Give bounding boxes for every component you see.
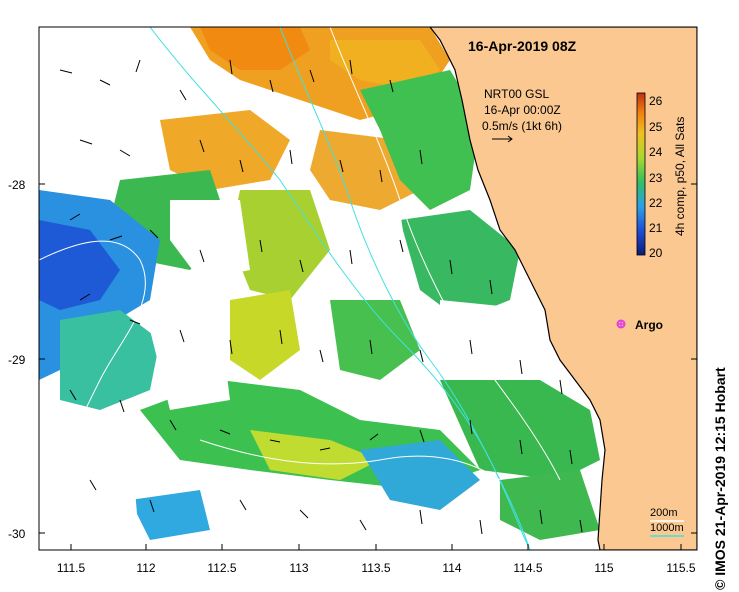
y-tick-label: -29 bbox=[8, 353, 26, 367]
colorbar-tick: 21 bbox=[649, 221, 663, 235]
colorbar-tick: 20 bbox=[649, 246, 663, 260]
y-tick-label: -28 bbox=[8, 178, 26, 192]
x-tick-label: 112.5 bbox=[207, 561, 236, 575]
isobath-legend-deep: 1000m bbox=[650, 522, 684, 534]
land bbox=[429, 27, 697, 550]
x-tick-label: 114 bbox=[442, 561, 461, 575]
x-tick-label: 113.5 bbox=[361, 561, 390, 575]
x-tick-label: 115 bbox=[594, 561, 613, 575]
colorbar-label: 4h comp, p50, All Sats bbox=[673, 117, 687, 236]
legend-scale: 0.5m/s (1kt 6h) bbox=[482, 119, 562, 133]
y-tick-label: -30 bbox=[8, 527, 26, 541]
y-axis: -28 -29 -30 bbox=[8, 178, 697, 541]
x-tick-label: 112 bbox=[136, 561, 155, 575]
colorbar-tick: 26 bbox=[649, 94, 663, 108]
colorbar-tick: 23 bbox=[649, 171, 663, 185]
colorbar-ticks: 26 25 24 23 22 21 20 bbox=[649, 94, 663, 260]
colorbar bbox=[636, 92, 646, 256]
isobath-legend-shallow: 200m bbox=[650, 507, 678, 519]
isobaths bbox=[39, 27, 561, 550]
argo-marker bbox=[616, 319, 626, 329]
legend-date: 16-Apr 00:00Z bbox=[484, 103, 561, 117]
current-vectors bbox=[59, 59, 583, 535]
colorbar-tick: 24 bbox=[649, 145, 663, 159]
x-tick-label: 115.5 bbox=[666, 561, 695, 575]
credit-text: © IMOS 21-Apr-2019 12:15 Hobart bbox=[712, 367, 728, 590]
plot-frame bbox=[38, 26, 698, 551]
colorbar-tick: 22 bbox=[649, 196, 663, 210]
sst-field bbox=[39, 27, 600, 550]
legend-scale-arrow bbox=[492, 135, 513, 143]
x-tick-label: 113 bbox=[289, 561, 308, 575]
colorbar-tick: 25 bbox=[649, 120, 663, 134]
x-tick-label: 111.5 bbox=[57, 561, 86, 575]
legend-product: NRT00 GSL bbox=[484, 87, 549, 101]
x-axis: 111.5 112 112.5 113 113.5 114 114.5 115 … bbox=[57, 544, 696, 575]
x-tick-label: 114.5 bbox=[513, 561, 542, 575]
map-title: 16-Apr-2019 08Z bbox=[468, 38, 577, 54]
argo-label: Argo bbox=[635, 318, 663, 332]
